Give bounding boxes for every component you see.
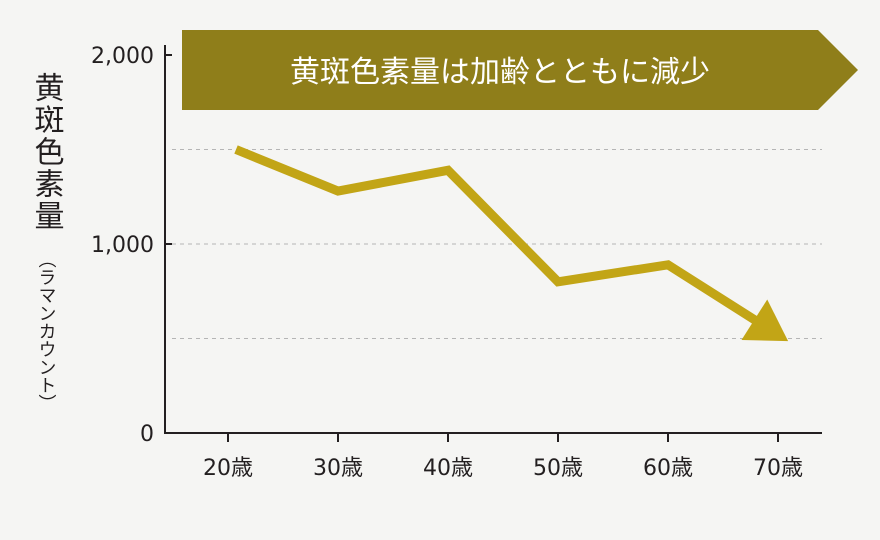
y-tick-label: 2,000 [91,44,154,69]
x-tick-label: 50歳 [533,456,583,481]
x-tick-label: 20歳 [203,456,253,481]
y-axis-unit-label: （ラマンカウント） [36,250,57,412]
y-ticks: 0 1,000 2,000 [91,44,172,447]
series-line [234,145,761,326]
title-banner [182,30,858,110]
x-tick-label: 60歳 [643,456,693,481]
y-tick-label: 1,000 [91,233,154,258]
series [234,145,789,342]
chart-title: 黄斑色素量は加齢とともに減少 [290,55,710,90]
x-tick-label: 40歳 [423,456,473,481]
x-tick-label: 70歳 [753,456,803,481]
series-arrowhead [741,299,789,342]
y-tick-label: 0 [140,422,154,447]
gridlines [172,149,822,339]
x-tick-label: 30歳 [313,456,363,481]
x-ticks: 20歳 30歳 40歳 50歳 60歳 70歳 [203,433,803,481]
y-axis-label: 黄斑色素量 [29,72,65,232]
